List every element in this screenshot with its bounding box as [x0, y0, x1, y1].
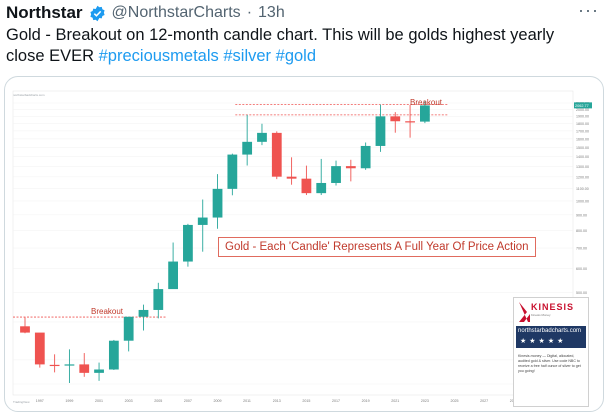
candle-down	[34, 332, 45, 365]
price-tag-label: 2062.77	[575, 104, 589, 108]
x-tick-label: 2007	[184, 399, 192, 403]
candle-down	[49, 364, 60, 367]
x-tick-label: 2005	[154, 399, 162, 403]
x-tick-label: 2017	[332, 399, 340, 403]
y-tick-label: 1700.00	[576, 129, 589, 133]
x-tick-label: 2023	[421, 399, 429, 403]
author-name[interactable]: Northstar	[6, 3, 83, 22]
kinesis-brand: KINESIS	[531, 302, 575, 312]
candle-up	[360, 145, 371, 169]
x-tick-label: 2011	[243, 399, 251, 403]
y-tick-label: 700.00	[576, 247, 587, 251]
candle-up	[168, 261, 178, 290]
x-tick-label: 2015	[302, 399, 310, 403]
tweet-header: Northstar @NorthstarCharts · 13h	[6, 2, 285, 24]
rating-stars: ★★★★★	[520, 338, 567, 345]
candle-up	[227, 154, 238, 189]
candle-up	[94, 369, 104, 373]
candle-up	[316, 182, 327, 194]
candle-down	[20, 326, 30, 333]
y-tick-label: 900.00	[576, 213, 587, 217]
candle-down	[390, 116, 401, 122]
candle-up	[153, 289, 164, 310]
y-tick-label: 1100.00	[576, 187, 589, 191]
hashtag-link[interactable]: #preciousmetals	[98, 47, 219, 65]
more-options-icon[interactable]: ···	[578, 0, 599, 20]
y-tick-label: 800.00	[576, 229, 587, 233]
hashtag-link[interactable]: #gold	[275, 47, 317, 65]
timestamp[interactable]: 13h	[258, 4, 285, 21]
x-tick-label: 2025	[451, 399, 459, 403]
x-tick-label: 1997	[36, 399, 44, 403]
y-tick-label: 2000.00	[576, 108, 589, 112]
tweet-text-line2: close EVER #preciousmetals #silver #gold	[6, 46, 602, 67]
tweet-text-line1: Gold - Breakout on 12-month candle chart…	[6, 26, 555, 44]
x-tick-label: 2009	[214, 399, 222, 403]
candle-up	[197, 217, 208, 225]
candle-down	[345, 166, 356, 169]
kinesis-tagline: Kinesis Money	[531, 313, 551, 317]
candle-up	[242, 141, 253, 155]
y-tick-label: 1600.00	[576, 137, 589, 141]
chart-watermark-bottom: TradingView	[13, 400, 30, 404]
candle-up	[123, 316, 134, 341]
candle-up	[64, 364, 75, 366]
x-tick-label: 2027	[480, 399, 488, 403]
candle-down	[301, 178, 312, 194]
tweet-text-prefix: close EVER	[6, 47, 99, 65]
verified-badge-icon	[89, 5, 105, 21]
kinesis-text: Kinesis.money — Digital, allocated, audi…	[518, 354, 581, 373]
candlestick-chart: 2100.002000.001900.001800.001700.001600.…	[12, 90, 592, 403]
chart-annotation-box: Gold - Each 'Candle' Represents A Full Y…	[218, 237, 536, 257]
plot-frame	[12, 90, 574, 396]
kinesis-ad[interactable]: KINESIS Kinesis Money northstarbadcharts…	[513, 297, 589, 407]
breakout-label-top: Breakout	[410, 98, 443, 107]
chart-watermark-top: northstarbadcharts.com	[13, 93, 45, 97]
kinesis-url-bar	[516, 326, 586, 348]
candle-down	[405, 121, 415, 123]
candle-down	[286, 176, 297, 179]
author-handle[interactable]: @NorthstarCharts	[111, 4, 241, 21]
tweet-media-card[interactable]: 2100.002000.001900.001800.001700.001600.…	[4, 76, 604, 412]
y-tick-label: 1400.00	[576, 155, 589, 159]
y-tick-label: 1300.00	[576, 165, 589, 169]
x-tick-label: 2003	[125, 399, 133, 403]
x-tick-label: 1999	[65, 399, 73, 403]
y-tick-label: 1000.00	[576, 199, 589, 203]
y-tick-label: 600.00	[576, 267, 587, 271]
candle-up	[108, 340, 119, 370]
kinesis-logo-icon	[519, 302, 530, 322]
x-tick-label: 2019	[362, 399, 370, 403]
y-tick-label: 1500.00	[576, 146, 589, 150]
separator-dot: ·	[246, 4, 253, 21]
kinesis-url[interactable]: northstarbadcharts.com	[518, 328, 582, 334]
breakout-label-bottom: Breakout	[91, 307, 124, 316]
x-tick-label: 2013	[273, 399, 281, 403]
candle-up	[183, 224, 193, 262]
candle-down	[79, 364, 90, 373]
x-tick-label: 2001	[95, 399, 103, 403]
candle-up	[257, 132, 267, 142]
candle-up	[212, 188, 223, 218]
y-tick-label: 1800.00	[576, 122, 589, 126]
x-tick-label: 2021	[391, 399, 399, 403]
hashtag-link[interactable]: #silver	[223, 47, 272, 65]
y-tick-label: 1900.00	[576, 115, 589, 119]
candle-up	[375, 116, 386, 146]
tweet-text: Gold - Breakout on 12-month candle chart…	[6, 25, 602, 67]
candle-up	[331, 166, 341, 183]
y-tick-label: 500.00	[576, 291, 587, 295]
candle-up	[420, 105, 430, 122]
y-tick-label: 1200.00	[576, 175, 589, 179]
candle-up	[138, 309, 149, 317]
price-tag	[574, 102, 592, 109]
candle-down	[271, 132, 282, 177]
